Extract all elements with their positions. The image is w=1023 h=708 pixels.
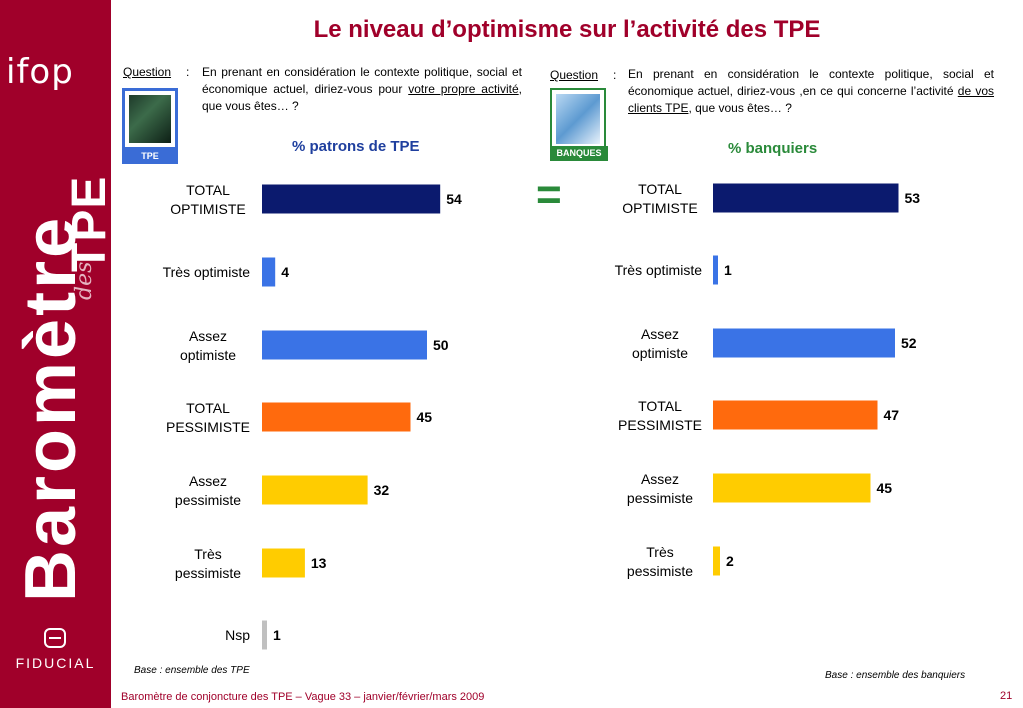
banquiers-bar-4 xyxy=(713,473,871,503)
tpe-bar-0 xyxy=(262,184,441,214)
question-label-left: Question xyxy=(123,65,172,79)
footer-text: Baromètre de conjoncture des TPE – Vague… xyxy=(121,691,485,703)
tpe-bar-3 xyxy=(262,402,411,432)
banquiers-category-label-4: Assez pessimiste xyxy=(627,471,693,506)
tpe-photo xyxy=(122,88,178,150)
question-text-right: En prenant en considération le contexte … xyxy=(628,67,995,115)
tpe-category-label-2: Assez optimiste xyxy=(180,328,236,363)
banquiers-bar-0 xyxy=(713,183,899,213)
question-text-left: En prenant en considération le contexte … xyxy=(202,65,522,113)
tpe-category-label-6: Nsp xyxy=(225,627,250,643)
banquiers-bar-1 xyxy=(713,255,718,285)
tpe-bar-2 xyxy=(262,330,427,360)
banquiers-category-label-1: Très optimiste xyxy=(615,262,703,278)
banquiers-category-label-0: TOTAL OPTIMISTE xyxy=(622,181,697,216)
banquiers-bar-5 xyxy=(713,546,720,576)
banquiers-value-label-1: 1 xyxy=(724,262,732,278)
tpe-badge: TPE xyxy=(122,149,178,164)
ifop-logo: ifop xyxy=(6,52,74,92)
banquiers-value-label-0: 53 xyxy=(905,190,921,206)
banquiers-category-label-3: TOTAL PESSIMISTE xyxy=(618,398,702,433)
question-label-right: Question xyxy=(550,68,599,82)
banquiers-value-label-3: 47 xyxy=(884,407,900,423)
banquiers-value-label-2: 52 xyxy=(901,335,917,351)
chart-title-tpe: % patrons de TPE xyxy=(292,138,420,155)
equal-sign: = xyxy=(536,170,562,219)
banquiers-bar-2 xyxy=(713,328,895,358)
tpe-category-label-1: Très optimiste xyxy=(163,264,251,280)
chart-title-banquiers: % banquiers xyxy=(728,140,818,157)
banquiers-category-label-2: Assez optimiste xyxy=(632,326,688,361)
banquiers-bar-3 xyxy=(713,400,878,430)
fiducial-logo-icon xyxy=(44,628,66,648)
tpe-value-label-4: 32 xyxy=(374,482,390,498)
tpe-value-label-1: 4 xyxy=(281,264,289,280)
sidebar: ifop Baromètre des TPE FIDUCIAL xyxy=(0,0,116,708)
tpe-bar-6 xyxy=(262,620,267,650)
base-note-right: Base : ensemble des banquiers xyxy=(825,670,966,681)
question-colon-left: : xyxy=(186,65,190,79)
question-colon-right: : xyxy=(613,68,617,82)
tpe-category-label-0: TOTAL OPTIMISTE xyxy=(170,182,245,217)
tpe-value-label-5: 13 xyxy=(311,555,327,571)
question-emphasis-right: de vos clients TPE xyxy=(628,84,995,115)
fiducial-logo-text: FIDUCIAL xyxy=(15,655,96,671)
banquiers-category-label-5: Très pessimiste xyxy=(627,544,693,579)
tpe-category-label-3: TOTAL PESSIMISTE xyxy=(166,400,250,435)
tpe-category-label-5: Très pessimiste xyxy=(175,546,241,581)
banques-badge: BANQUES xyxy=(550,146,608,161)
base-note-left: Base : ensemble des TPE xyxy=(134,665,250,676)
tpe-value-label-2: 50 xyxy=(433,337,449,353)
tpe-value-label-0: 54 xyxy=(446,191,462,207)
tpe-category-label-4: Assez pessimiste xyxy=(175,473,241,508)
tpe-bar-1 xyxy=(262,257,276,287)
tpe-bar-4 xyxy=(262,475,368,505)
tpe-value-label-3: 45 xyxy=(417,409,433,425)
page-title: Le niveau d’optimisme sur l’activité des… xyxy=(313,16,821,43)
tpe-bar-5 xyxy=(262,548,305,578)
question-emphasis-left: votre propre activité xyxy=(408,82,519,96)
tpe-value-label-6: 1 xyxy=(273,627,281,643)
banquiers-value-label-5: 2 xyxy=(726,553,734,569)
banquiers-value-label-4: 45 xyxy=(877,480,893,496)
page-number: 21 xyxy=(1000,690,1013,702)
